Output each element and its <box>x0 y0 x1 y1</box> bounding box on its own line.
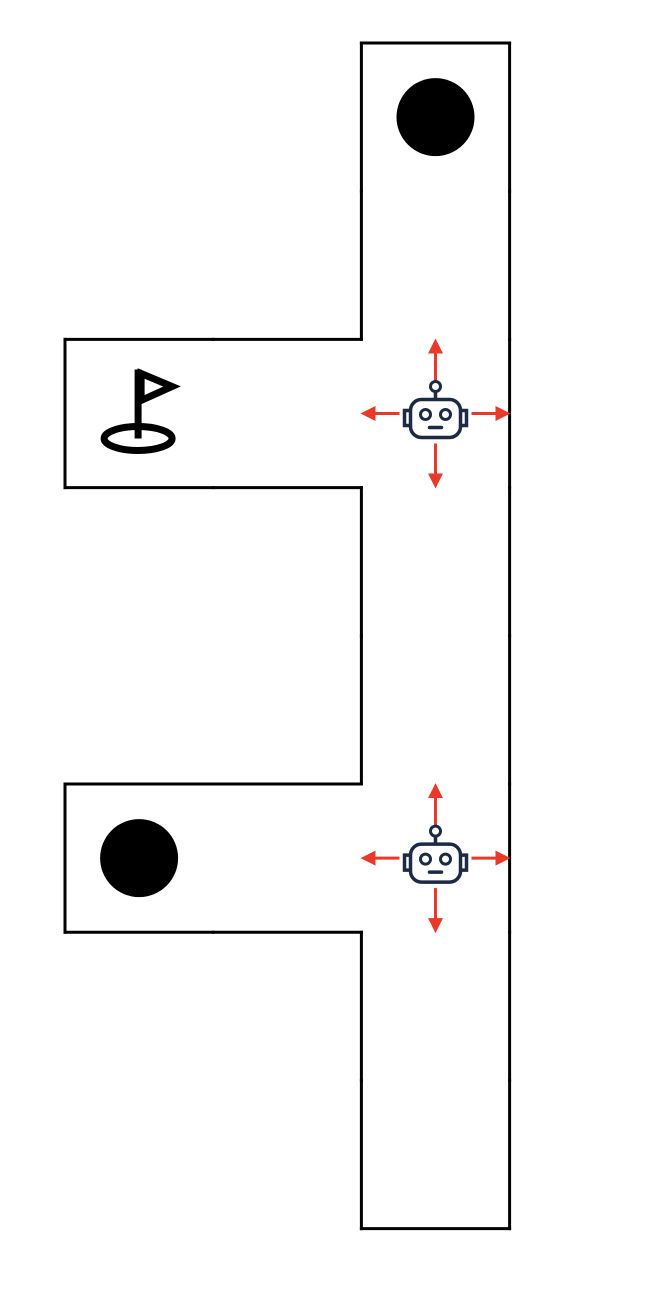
robot-left-ear <box>402 408 411 428</box>
robot-antenna-tip <box>429 824 442 838</box>
robot-right-eye <box>439 852 452 866</box>
maze-agents <box>360 338 511 934</box>
robot-left-eye <box>419 852 432 866</box>
robot-right-eye <box>439 408 452 421</box>
robot-agent <box>360 338 511 489</box>
black-ball-icon <box>396 78 475 157</box>
floor-cell <box>361 635 511 785</box>
robot-right-ear <box>460 408 469 428</box>
robot-left-ear <box>402 853 411 872</box>
black-ball-icon <box>100 819 179 898</box>
maze-items <box>100 78 475 898</box>
floor-cell <box>361 932 511 1081</box>
floor-cell <box>361 487 511 637</box>
robot-icon <box>402 380 469 440</box>
robot-antenna-tip <box>429 380 442 393</box>
golf-flag-icon <box>100 368 181 454</box>
floor-cell <box>361 191 511 340</box>
robot-left-eye <box>419 408 432 421</box>
flag-pennant <box>137 368 181 406</box>
floor-cell <box>361 1080 511 1230</box>
maze-floor <box>65 43 511 1230</box>
robot-agent <box>360 783 511 934</box>
floor-cell <box>213 339 362 489</box>
robot-right-ear <box>460 853 469 872</box>
robot-head <box>408 842 463 884</box>
floor-cell <box>213 784 362 933</box>
robot-head <box>408 397 463 440</box>
robot-icon <box>402 824 469 884</box>
maze-walls <box>63 41 512 1231</box>
